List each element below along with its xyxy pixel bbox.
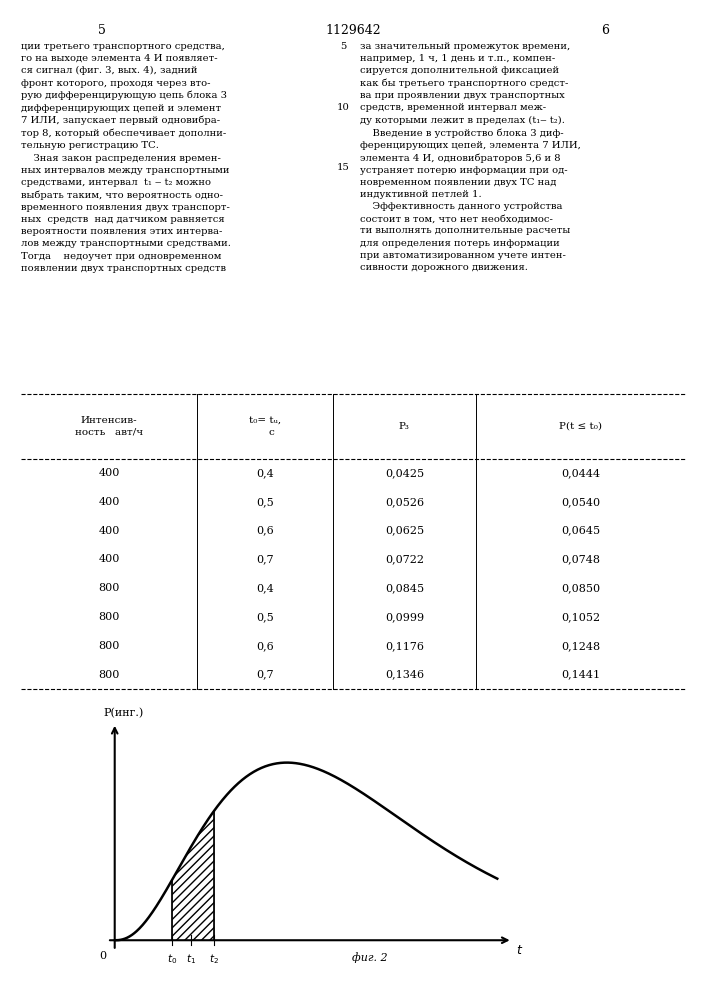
Text: 0,0645: 0,0645 [561,526,600,536]
Text: 0,1052: 0,1052 [561,612,600,622]
Text: 400: 400 [98,526,120,536]
Text: ции третьего транспортного средства,
го на выходе элемента 4 И появляет-
ся сигн: ции третьего транспортного средства, го … [21,42,230,273]
Text: 0,1346: 0,1346 [385,670,424,680]
Text: P₃: P₃ [399,422,410,431]
Text: 0,5: 0,5 [257,497,274,507]
Text: 0,6: 0,6 [257,526,274,536]
Text: 0,0999: 0,0999 [385,612,424,622]
Text: t₀= tᵤ,
    с: t₀= tᵤ, с [249,416,281,437]
Text: 400: 400 [98,468,120,478]
Text: 0,1441: 0,1441 [561,670,600,680]
Text: 0,4: 0,4 [257,583,274,593]
Text: 0,0748: 0,0748 [561,554,600,564]
Text: за значительный промежуток времени,
например, 1 ч, 1 день и т.п., компен-
сирует: за значительный промежуток времени, напр… [361,42,581,272]
Text: 400: 400 [98,554,120,564]
Text: 0,5: 0,5 [257,612,274,622]
Text: 800: 800 [98,670,120,680]
Text: 0,1248: 0,1248 [561,641,600,651]
Text: 800: 800 [98,612,120,622]
Text: 6: 6 [601,24,609,37]
Text: 0,7: 0,7 [257,670,274,680]
Text: 0,0722: 0,0722 [385,554,424,564]
Text: 0,0444: 0,0444 [561,468,600,478]
Text: 800: 800 [98,583,120,593]
Text: 1129642: 1129642 [326,24,381,37]
Text: 0,6: 0,6 [257,641,274,651]
Text: 0,0845: 0,0845 [385,583,424,593]
Text: P(t ≤ t₀): P(t ≤ t₀) [559,422,602,431]
Text: 800: 800 [98,641,120,651]
Text: 400: 400 [98,497,120,507]
Text: 0,0526: 0,0526 [385,497,424,507]
Text: 0,0850: 0,0850 [561,583,600,593]
Text: 5: 5 [98,24,106,37]
Text: 0,0425: 0,0425 [385,468,424,478]
Text: 0,7: 0,7 [257,554,274,564]
Text: 0,0625: 0,0625 [385,526,424,536]
Text: 0,4: 0,4 [257,468,274,478]
Text: 0,0540: 0,0540 [561,497,600,507]
Text: 0,1176: 0,1176 [385,641,424,651]
Text: Интенсив-
ность   авт/ч: Интенсив- ность авт/ч [75,416,144,437]
Text: 5




10




15: 5 10 15 [337,42,350,172]
